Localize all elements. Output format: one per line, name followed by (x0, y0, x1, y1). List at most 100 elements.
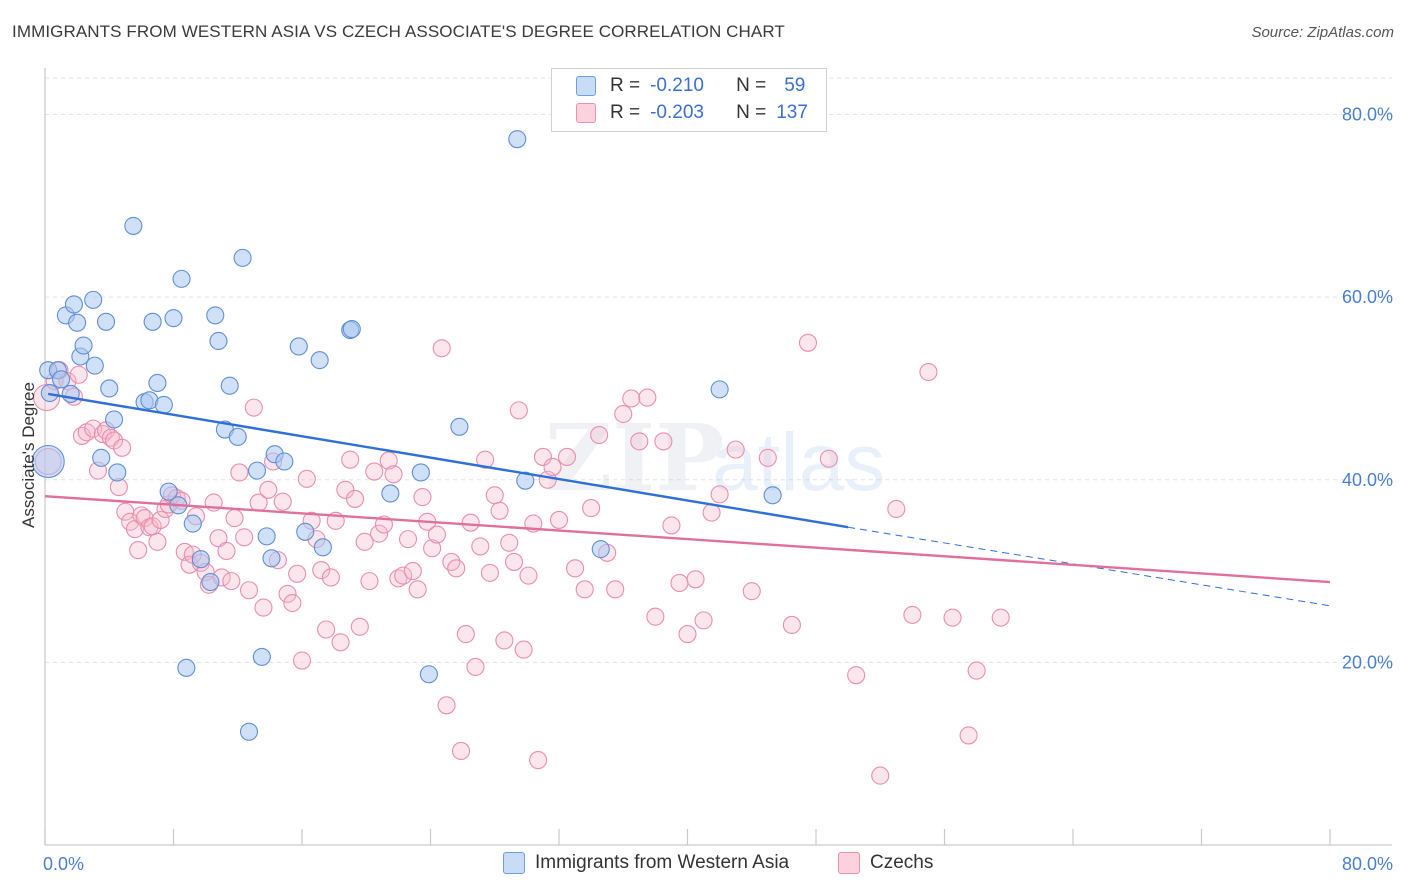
western-asia-point (228, 427, 247, 446)
czechs-point (336, 480, 355, 499)
western-asia-point (172, 269, 191, 288)
western-asia-point (108, 463, 127, 482)
czechs-point (394, 566, 413, 585)
czechs-point (360, 572, 379, 591)
western-asia-point (233, 248, 252, 267)
czechs-point (113, 438, 132, 457)
western-asia-point (411, 463, 430, 482)
czechs-point (710, 485, 729, 504)
legend-box: R = -0.210 N = 59 R = -0.203 N = 137 (551, 68, 827, 132)
western-asia-point (68, 313, 87, 332)
czechs-point (782, 615, 801, 634)
czechs-point (686, 570, 705, 589)
y-tick-label: 60.0% (1342, 287, 1393, 307)
czechs-point (456, 625, 475, 644)
western-asia-point (206, 306, 225, 325)
legend-swatch-czechs (576, 103, 596, 123)
czechs-point (575, 580, 594, 599)
western-asia-point (124, 216, 143, 235)
czechs-point (69, 365, 88, 384)
western-asia-point (154, 395, 173, 414)
legend-r-label: R = (610, 75, 641, 96)
legend-item-czechs[interactable]: Czechs (838, 852, 933, 874)
western-asia-point (381, 484, 400, 503)
western-asia-point (710, 380, 729, 399)
legend-r-value: -0.210 (650, 75, 704, 96)
western-asia-point (159, 482, 178, 501)
western-asia-point (164, 309, 183, 328)
western-asia-point (516, 471, 535, 490)
western-asia-point (419, 665, 438, 684)
source-label: Source: ZipAtlas.com (1251, 24, 1394, 41)
legend-n-value: 137 (776, 102, 808, 123)
western-asia-point (183, 514, 202, 533)
czechs-point (461, 513, 480, 532)
chart-title: IMMIGRANTS FROM WESTERN ASIA VS CZECH AS… (12, 22, 785, 41)
trend-lines (44, 392, 1331, 607)
legend-item-western-asia[interactable]: Immigrants from Western Asia (503, 852, 789, 874)
y-axis-label: Associate's Degree (19, 382, 38, 528)
legend-r-label: R = (610, 102, 641, 123)
czechs-point (582, 499, 601, 518)
western-asia-point (310, 351, 329, 370)
bottom-legend: Immigrants from Western Asia Czechs (0, 852, 1406, 878)
czechs-point (317, 620, 336, 639)
legend-row-western-asia: R = -0.210 N = 59 (576, 75, 805, 97)
legend-swatch-western-asia (576, 76, 596, 96)
czechs-point (379, 451, 398, 470)
czechs-point (606, 580, 625, 599)
x-tick-label: 0.0% (43, 854, 84, 874)
legend-row-czechs: R = -0.203 N = 137 (576, 102, 808, 124)
czechs-point (991, 608, 1010, 627)
western-asia-point (508, 130, 527, 149)
czechs-point (670, 573, 689, 592)
czechs-point (312, 561, 331, 580)
legend-label-western-asia: Immigrants from Western Asia (535, 852, 790, 873)
czechs-point (614, 404, 633, 424)
western-asia-point (64, 295, 83, 314)
legend-n-value: 59 (784, 75, 806, 96)
czechs-point (678, 625, 697, 644)
czechs-point (297, 469, 316, 488)
czechs-point (943, 608, 962, 627)
czechs-point (742, 582, 761, 601)
czechs-point (384, 465, 403, 484)
czechs-point (209, 529, 228, 548)
czechs-point (529, 751, 548, 770)
czechs-point (101, 428, 120, 447)
czechs-point (967, 661, 986, 680)
x-tick-label: 80.0% (1342, 854, 1393, 874)
watermark-atlas: atlas (712, 417, 885, 508)
czechs-point (437, 696, 456, 715)
czechs-point (798, 333, 818, 352)
western-asia-point (289, 337, 308, 356)
western-asia-point (84, 290, 103, 309)
czechs-point (217, 541, 236, 561)
czechs-point (485, 486, 504, 505)
czechs-point (466, 657, 485, 676)
western-asia-point (96, 312, 116, 331)
y-tick-label: 80.0% (1342, 105, 1393, 125)
czechs-point (504, 552, 524, 571)
czechs-point (519, 566, 538, 585)
western-asia-point (591, 540, 610, 559)
western-asia-point (148, 373, 167, 393)
grid-lines (45, 77, 1392, 663)
czechs-point (959, 726, 978, 745)
czechs-point (321, 568, 340, 587)
czechs-point (557, 447, 577, 466)
czechs-point (694, 611, 713, 630)
czechs-points (33, 333, 1010, 785)
western-asia-point (31, 444, 65, 479)
czechs-point (148, 532, 167, 551)
western-asia-point (252, 647, 271, 666)
czechs-point (244, 398, 263, 417)
western-asia-point (296, 522, 315, 541)
western-asia-point (763, 486, 782, 505)
czechs-point (490, 501, 509, 520)
western-asia-point (191, 550, 210, 569)
czechs-point (423, 539, 442, 558)
czechs-point (222, 572, 241, 591)
czechs-point (129, 541, 148, 560)
